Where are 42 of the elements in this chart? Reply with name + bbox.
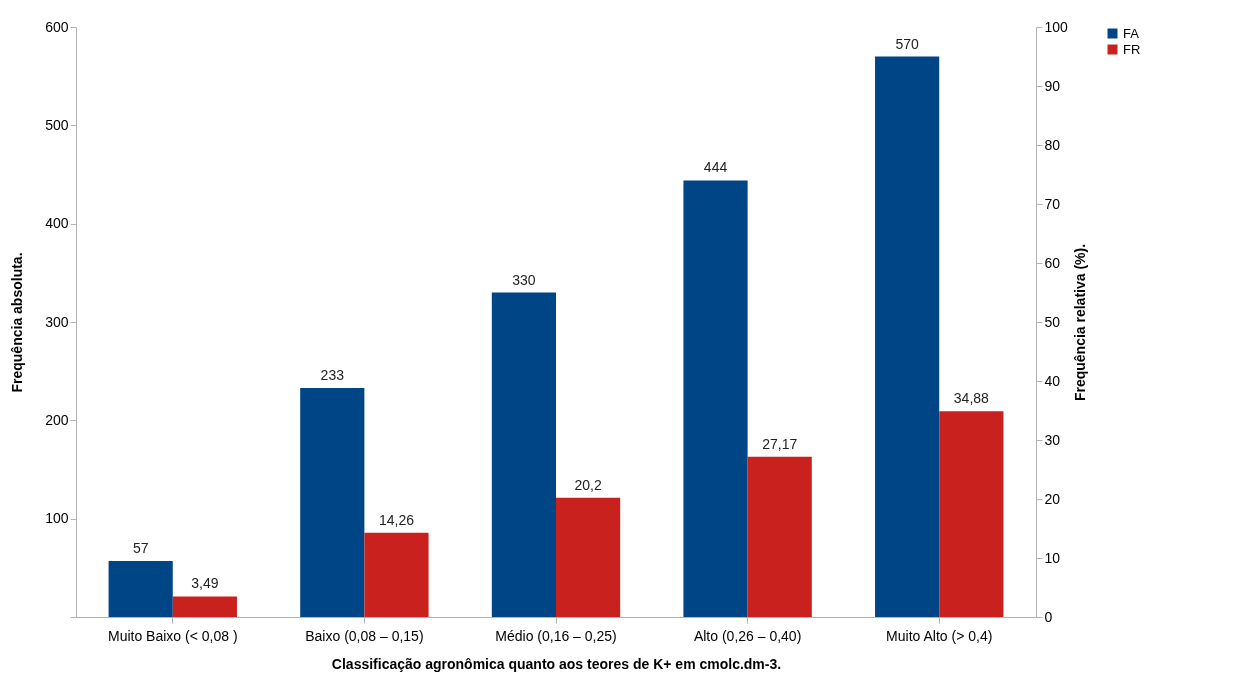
bar (108, 560, 173, 617)
y2-tick-label: 90 (1044, 77, 1061, 94)
data-label: 570 (895, 35, 920, 52)
data-label: 34,88 (953, 390, 990, 407)
y2-tick-label: 50 (1044, 313, 1061, 330)
x-tick-label: Alto (0,26 – 0,40) (693, 627, 802, 644)
y2-tick-label: 20 (1044, 490, 1061, 507)
data-label: 3,49 (191, 575, 219, 592)
y2-tick-label: 60 (1044, 254, 1061, 271)
y-tick-label: 300 (45, 313, 69, 330)
y-axis-title: Frequência absoluta. (9, 252, 26, 393)
x-axis-title: Classificação agronômica quanto aos teores de K+ em cmolc.dm-3. (331, 655, 782, 672)
data-label: 20,2 (574, 476, 602, 493)
y2-tick-label: 100 (1044, 18, 1069, 35)
data-label: 330 (512, 271, 536, 288)
y-tick-label: 600 (45, 18, 69, 35)
data-label: 14,26 (378, 511, 415, 528)
y-tick-label: 200 (45, 411, 69, 428)
y2-tick-label: 80 (1044, 136, 1061, 153)
data-label: 57 (132, 539, 149, 556)
bar (875, 56, 940, 617)
legend-label: FR (1123, 41, 1141, 57)
bar (683, 180, 748, 617)
x-tick-label: Baixo (0,08 – 0,15) (305, 627, 424, 644)
data-label: 233 (320, 366, 345, 383)
bar (300, 387, 365, 617)
legend-label: FA (1123, 25, 1140, 41)
y-tick-label: 400 (45, 215, 69, 232)
y-tick-label: 500 (45, 116, 69, 133)
y2-tick-label: 70 (1044, 195, 1061, 212)
y2-axis-title: Frequência relativa (%). (1071, 243, 1088, 402)
y2-tick-label: 0 (1044, 608, 1053, 625)
y2-tick-label: 10 (1044, 549, 1061, 566)
data-label: 444 (703, 159, 728, 176)
y-tick-label: 100 (45, 510, 69, 527)
data-label: 27,17 (762, 435, 798, 452)
x-tick-label: Muito Baixo (< 0,08 ) (107, 627, 238, 644)
bar (491, 292, 556, 617)
x-tick-label: Médio (0,16 – 0,25) (495, 627, 617, 644)
y2-tick-label: 40 (1044, 372, 1061, 389)
x-tick-label: Muito Alto (> 0,4) (886, 627, 993, 644)
y2-tick-label: 30 (1044, 431, 1061, 448)
